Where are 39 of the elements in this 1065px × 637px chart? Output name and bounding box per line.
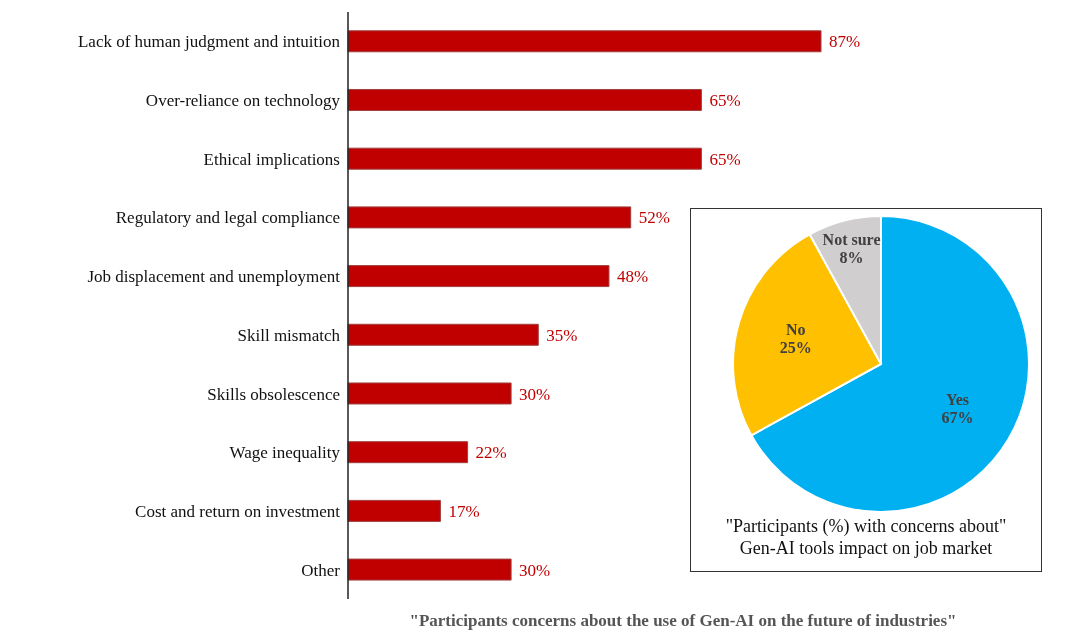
- data-label: 67%: [941, 409, 974, 427]
- bar: [347, 323, 539, 346]
- bar: [347, 499, 441, 522]
- slice-label: Not sure: [822, 231, 881, 249]
- bar: [347, 30, 822, 53]
- y-tick-label: Skill mismatch: [237, 325, 341, 345]
- data-label: 30%: [519, 384, 551, 404]
- y-tick-label: Regulatory and legal compliance: [115, 208, 340, 228]
- y-tick-label: Over-reliance on technology: [145, 91, 341, 111]
- bar: [347, 88, 702, 111]
- data-label: 22%: [475, 443, 507, 463]
- text: Gen-AI tools impact on job market: [738, 537, 994, 559]
- slice-label: No: [785, 321, 806, 339]
- bar: [347, 265, 610, 288]
- data-label: 30%: [519, 560, 551, 580]
- y-tick-label: Lack of human judgment and intuition: [77, 32, 341, 52]
- bar: [347, 441, 469, 464]
- y-tick-label: Ethical implications: [203, 149, 340, 169]
- data-label: 48%: [616, 267, 649, 287]
- bar: [347, 206, 632, 229]
- data-label: 52%: [638, 208, 670, 228]
- y-tick-label: Skills obsolescence: [207, 384, 340, 404]
- bar: [347, 147, 702, 170]
- y-tick-label: Cost and return on investment: [135, 501, 341, 521]
- bar: [347, 558, 512, 581]
- data-label: 35%: [546, 325, 578, 345]
- y-tick-label: Wage inequality: [229, 443, 341, 463]
- data-label: 25%: [779, 339, 812, 357]
- text: "Participants concerns about the use of Gen-AI on the future of industries": [408, 611, 958, 631]
- slice-label: Yes: [945, 391, 969, 409]
- data-label: 17%: [448, 501, 480, 521]
- data-label: 87%: [829, 32, 861, 52]
- bar: [347, 382, 512, 405]
- data-label: 8%: [839, 249, 864, 267]
- data-label: 65%: [709, 149, 741, 169]
- data-label: 65%: [709, 91, 741, 111]
- y-tick-label: Other: [301, 560, 341, 580]
- y-tick-label: Job displacement and unemployment: [87, 267, 341, 287]
- text: "Participants (%) with concerns about": [724, 515, 1008, 537]
